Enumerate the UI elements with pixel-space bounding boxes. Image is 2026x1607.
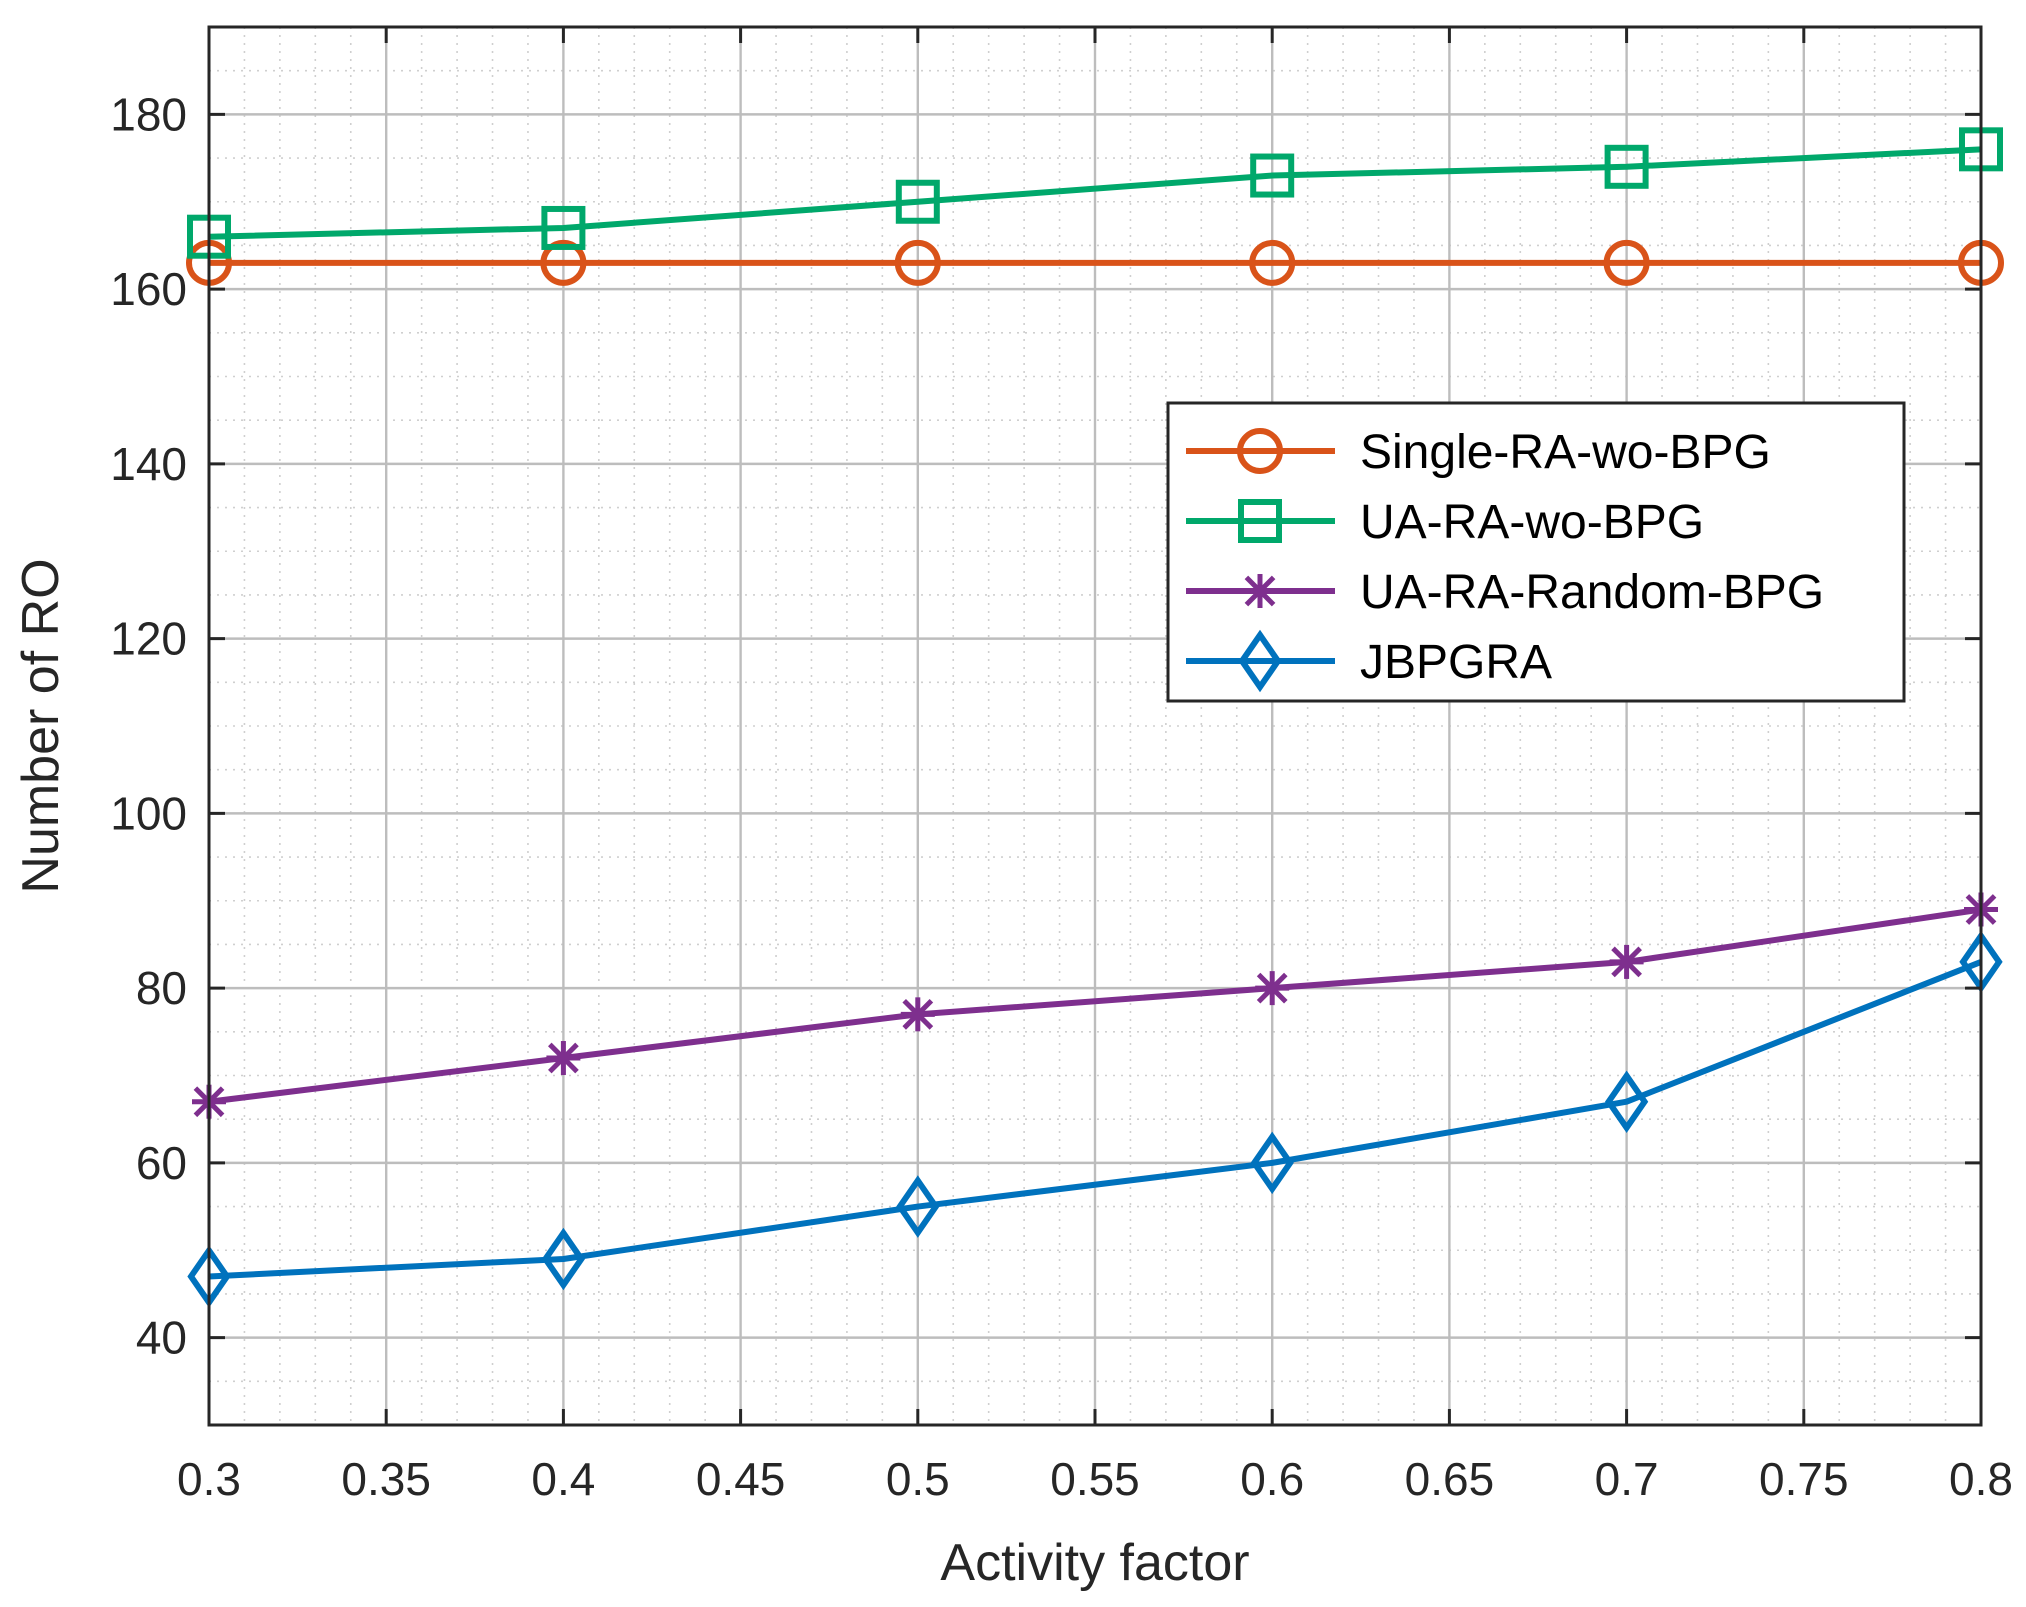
y-tick-labels: 40 60 80 100 120 140 160 180 [110, 88, 187, 1363]
x-tick-label: 0.75 [1759, 1453, 1849, 1505]
data-point-circle [1603, 239, 1650, 286]
x-tick-label: 0.7 [1595, 1453, 1659, 1505]
asterisk-stroke [548, 1042, 579, 1074]
data-point-asterisk [546, 1041, 581, 1076]
series-line [208, 146, 1982, 240]
data-point-circle [1249, 239, 1296, 286]
data-point-square [1250, 153, 1295, 198]
series-line [208, 959, 1983, 1280]
y-tick-label: 180 [110, 88, 187, 140]
legend-label: UA-RA-Random-BPG [1360, 566, 1824, 619]
y-tick-label: 140 [110, 438, 187, 490]
y-tick-label: 160 [110, 263, 187, 315]
legend-item: UA-RA-Random-BPG [1186, 566, 1824, 619]
legend-item: UA-RA-wo-BPG [1186, 496, 1704, 549]
data-point-asterisk [900, 997, 935, 1032]
data-point-circle [894, 239, 941, 286]
legend-label: Single-RA-wo-BPG [1360, 426, 1771, 479]
y-tick-label: 80 [136, 962, 187, 1014]
series-jbpgra [187, 930, 2003, 1308]
legend-item: JBPGRA [1186, 629, 1552, 693]
data-point-diamond [541, 1227, 586, 1291]
x-tick-label: 0.8 [1949, 1453, 2013, 1505]
asterisk-stroke [902, 998, 934, 1030]
x-tick-labels: 0.3 0.35 0.4 0.45 0.5 0.55 0.6 0.65 0.7 0.75 0.8 [177, 1453, 2013, 1505]
legend-item: Single-RA-wo-BPG [1186, 426, 1771, 479]
x-tick-label: 0.3 [177, 1453, 241, 1505]
legend-marker-diamond [1238, 629, 1282, 693]
asterisk-stroke [1611, 946, 1642, 978]
asterisk-stroke [1244, 575, 1276, 607]
x-tick-label: 0.6 [1240, 1453, 1304, 1505]
y-axis-label: Number of RO [12, 558, 70, 893]
x-tick-label: 0.65 [1405, 1453, 1495, 1505]
series-line [208, 906, 1982, 1105]
x-tick-label: 0.35 [341, 1453, 431, 1505]
legend: Single-RA-wo-BPG UA-RA-wo-BPG UA-RA-Random… [1166, 401, 1906, 703]
data-point-square [541, 205, 586, 250]
y-tick-label: 120 [110, 613, 187, 665]
x-tick-label: 0.5 [886, 1453, 950, 1505]
data-point-diamond [1604, 1070, 1649, 1133]
axis-ticks [207, 27, 1983, 1425]
x-tick-label: 0.45 [696, 1453, 786, 1505]
data-point-circle [540, 239, 587, 286]
x-tick-label: 0.4 [531, 1453, 595, 1505]
y-tick-label: 60 [136, 1137, 187, 1189]
asterisk-stroke [1256, 972, 1288, 1004]
x-axis-label: Activity factor [940, 1534, 1249, 1592]
legend-label: UA-RA-wo-BPG [1360, 496, 1704, 549]
legend-marker-circle [1237, 428, 1283, 474]
x-tick-label: 0.55 [1050, 1453, 1140, 1505]
y-tick-label: 40 [136, 1312, 187, 1364]
data-point-square [895, 179, 940, 224]
legend-marker-asterisk [1243, 574, 1277, 608]
data-point-diamond [1250, 1131, 1294, 1195]
data-point-asterisk [1609, 944, 1644, 979]
data-point-square [1604, 144, 1649, 189]
data-point-asterisk [1255, 971, 1290, 1006]
data-point-diamond [896, 1175, 940, 1238]
legend-label: JBPGRA [1360, 636, 1552, 689]
y-tick-label: 100 [110, 787, 187, 839]
legend-marker-square [1238, 499, 1282, 543]
